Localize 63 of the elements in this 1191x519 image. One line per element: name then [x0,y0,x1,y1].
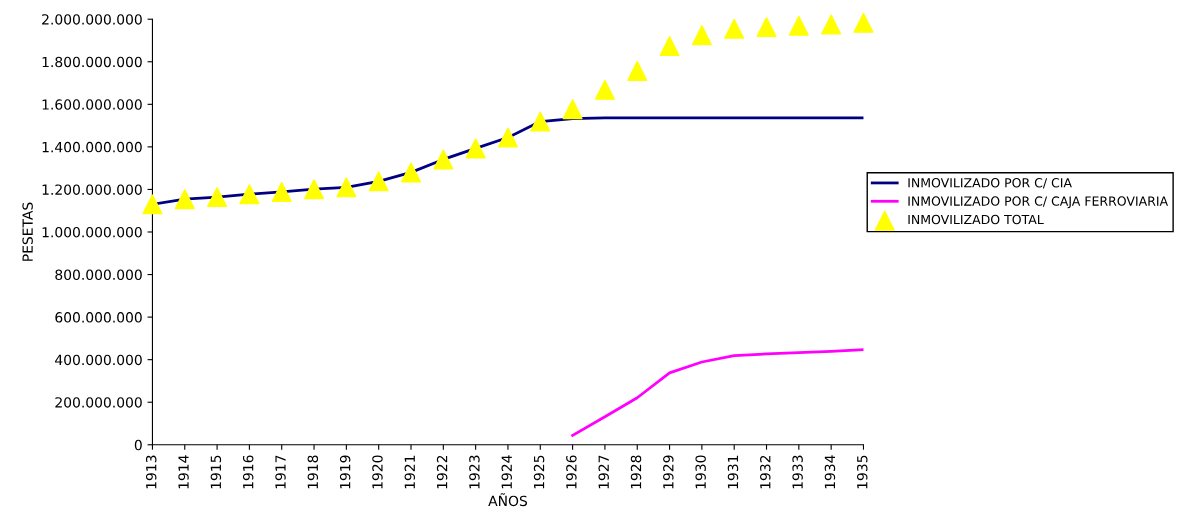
point [368,171,389,192]
y-tick-label: 800.000.000 [55,269,142,281]
point [271,181,292,203]
x-tick-label: 1913 [145,455,157,489]
point [659,36,680,57]
y-tick-label: 1.400.000.000 [42,141,142,153]
y-tick-label: 600.000.000 [55,312,142,323]
legend-label: INMOVILIZADO POR C/ CIA [908,178,1072,189]
point [433,149,454,170]
point [788,15,809,36]
x-tick-label: 1919 [339,455,351,489]
x-tick-label: 1929 [663,455,674,489]
y-tick-label: 1.000.000.000 [42,226,142,238]
x-tick-label: 1931 [727,455,739,489]
legend-label: INMOVILIZADO POR C/ CAJA FERROVIARIA [908,196,1169,209]
x-tick-label: 1924 [501,455,512,489]
x-tick-label: 1917 [275,455,286,489]
x-tick-label: 1935 [857,455,868,489]
legend-label: INMOVILIZADO TOTAL [908,214,1044,225]
point [304,179,325,200]
line-series [571,348,864,437]
point [239,184,260,205]
point [174,189,195,210]
x-tick-label: 1926 [566,455,577,489]
point [142,194,163,215]
point [530,111,551,132]
point [627,60,648,81]
point [821,14,842,35]
x-tick-label: 1914 [178,455,189,489]
y-axis-title: PESETAS [22,202,33,261]
x-tick-label: 1918 [307,455,319,489]
point [497,127,518,148]
y-tick-label: 200.000.000 [55,397,142,408]
x-tick-label: 1923 [469,455,480,489]
x-tick-label: 1925 [533,455,545,489]
x-tick-label: 1916 [242,455,254,489]
y-tick-label: 1.600.000.000 [42,99,142,110]
x-tick-label: 1930 [695,455,706,489]
x-axis-title: AÑOS [488,493,528,507]
point [594,79,615,100]
point [853,12,874,33]
point [691,25,712,46]
point [400,162,422,183]
x-tick-label: 1920 [372,455,383,489]
point [724,18,745,39]
y-tick-label: 400.000.000 [55,354,142,366]
x-tick-label: 1921 [404,455,416,489]
y-tick-label: 1.200.000.000 [42,184,142,195]
x-tick-label: 1932 [760,455,771,489]
x-tick-label: 1928 [630,455,642,489]
x-tick-label: 1934 [824,455,836,489]
y-tick-label: 2.000.000.000 [42,14,142,25]
x-tick-label: 1915 [210,455,222,489]
x-tick-label: 1927 [598,455,609,489]
point [562,99,583,120]
y-tick-label: 0 [134,439,142,451]
point [756,17,777,38]
point [336,177,357,198]
y-tick-label: 1.800.000.000 [42,56,142,68]
point [465,138,486,159]
x-tick-label: 1922 [436,455,448,489]
x-tick-label: 1933 [792,455,803,489]
point [207,187,228,208]
